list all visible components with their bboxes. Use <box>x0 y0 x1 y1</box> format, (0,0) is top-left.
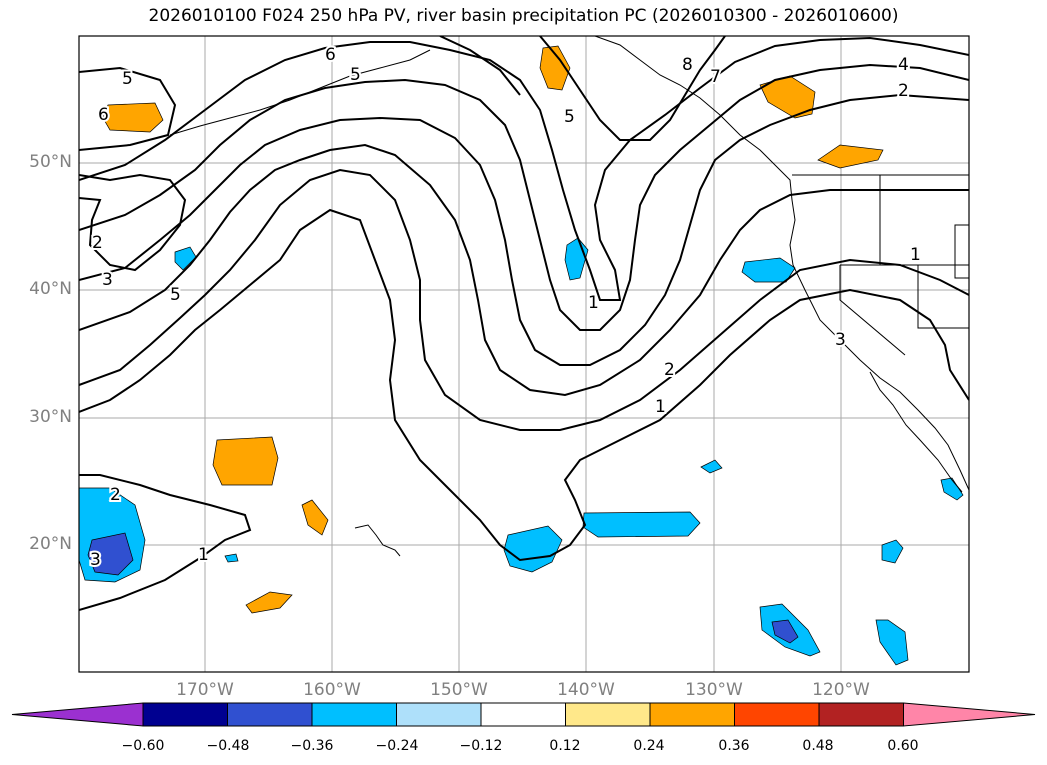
precip-blob-neg <box>771 619 799 644</box>
pv-contour-labels: 5 6 2 3 5 2 3 1 6 5 5 8 7 4 2 1 3 2 1 1 <box>88 43 923 572</box>
pv-contour <box>79 474 252 611</box>
colorbar-tick: 0.48 <box>802 738 834 754</box>
precip-blob-pos <box>212 436 279 486</box>
pv-contour <box>539 36 726 141</box>
colorbar-box <box>311 702 397 727</box>
colorbar-tick: 0.60 <box>887 738 919 754</box>
precip-blob-pos <box>301 499 329 536</box>
pv-contour <box>79 168 969 431</box>
colorbar-extend-low <box>11 702 144 727</box>
lon-label: 160°W <box>303 680 361 700</box>
colorbar-tick: 0.12 <box>549 738 581 754</box>
pv-label: 1 <box>655 397 666 417</box>
colorbar-box <box>818 702 904 727</box>
pv-label: 5 <box>350 65 361 85</box>
precip-blob-pos <box>102 102 164 133</box>
pv-label: 2 <box>898 81 909 101</box>
pv-label: 5 <box>170 285 181 305</box>
pv-contour <box>79 208 969 562</box>
precip-blob-neg <box>87 532 134 576</box>
pv-label: 1 <box>588 293 599 313</box>
colorbar-tick: 0.36 <box>718 738 750 754</box>
precip-blob-neg <box>224 553 239 563</box>
graticule <box>79 36 969 672</box>
lon-label: 170°W <box>176 680 234 700</box>
pv-contours <box>79 36 969 611</box>
map-title: 2026010100 F024 250 hPa PV, river basin … <box>148 6 899 26</box>
lon-label: 150°W <box>430 680 488 700</box>
pv-label: 1 <box>910 245 921 265</box>
pv-label: 6 <box>325 45 336 65</box>
pv-label: 7 <box>710 67 721 87</box>
colorbar-box <box>734 702 820 727</box>
pv-label: 2 <box>664 360 675 380</box>
pv-contour <box>79 143 969 397</box>
pv-contour <box>79 63 969 331</box>
pv-label: 5 <box>122 69 133 89</box>
lon-label: 130°W <box>685 680 743 700</box>
pv-contour <box>79 66 177 151</box>
colorbar-box <box>396 702 482 727</box>
pv-label: 6 <box>98 105 109 125</box>
lat-label: 40°N <box>29 279 72 299</box>
pv-label: 4 <box>898 55 909 75</box>
colorbar-tick: −0.12 <box>459 738 503 754</box>
coastline-baja <box>869 371 963 493</box>
colorbar-box <box>565 702 651 727</box>
precip-blob-neg <box>503 525 563 573</box>
precip-blob-neg <box>875 619 909 666</box>
pv-label: 1 <box>198 545 209 565</box>
precip-blob-neg <box>940 477 964 501</box>
state-borders <box>792 174 969 356</box>
precip-blob-pos <box>539 45 571 91</box>
colorbar-box <box>142 702 228 727</box>
pv-contour <box>79 173 187 272</box>
map-frame <box>78 35 970 673</box>
pv-label: 8 <box>682 55 693 75</box>
lat-label: 20°N <box>29 534 72 554</box>
pv-label: 2 <box>110 485 121 505</box>
pv-label: 5 <box>564 107 575 127</box>
lon-label: 140°W <box>557 680 615 700</box>
coastline-north-america <box>594 36 969 491</box>
colorbar-tick: −0.60 <box>121 738 165 754</box>
colorbar-box <box>480 702 566 727</box>
precip-blob-neg <box>700 459 723 474</box>
pv-contour <box>79 36 969 301</box>
colorbar-tick: −0.36 <box>290 738 334 754</box>
precip-blob-neg <box>564 237 589 281</box>
pv-contour <box>439 36 521 96</box>
lat-label: 50°N <box>29 152 72 172</box>
precip-blob-neg <box>174 246 197 271</box>
coastline-hawaii <box>354 524 401 557</box>
lon-label: 120°W <box>812 680 870 700</box>
precip-blob-pos <box>817 144 884 169</box>
pv-label: 2 <box>92 233 103 253</box>
colorbar-box <box>227 702 313 727</box>
precip-blob-neg <box>582 511 701 538</box>
precip-blob-pos <box>245 591 293 614</box>
pv-label: 3 <box>835 330 846 350</box>
coastline-alaska-chain <box>169 49 431 136</box>
colorbar-tick: −0.48 <box>206 738 250 754</box>
lat-label: 30°N <box>29 407 72 427</box>
colorbar-tick: 0.24 <box>633 738 665 754</box>
colorbar-extend-high <box>903 702 1036 727</box>
colorbar-box <box>649 702 735 727</box>
colorbar <box>11 702 1036 727</box>
pv-label: 3 <box>90 550 101 570</box>
pv-label: 3 <box>102 270 113 290</box>
precip-negative-areas <box>79 237 964 666</box>
pv-contour <box>79 93 969 366</box>
colorbar-tick: −0.24 <box>375 738 419 754</box>
precip-positive-areas <box>102 45 884 614</box>
precip-blob-neg <box>741 257 796 283</box>
precip-blob-neg <box>881 539 904 564</box>
